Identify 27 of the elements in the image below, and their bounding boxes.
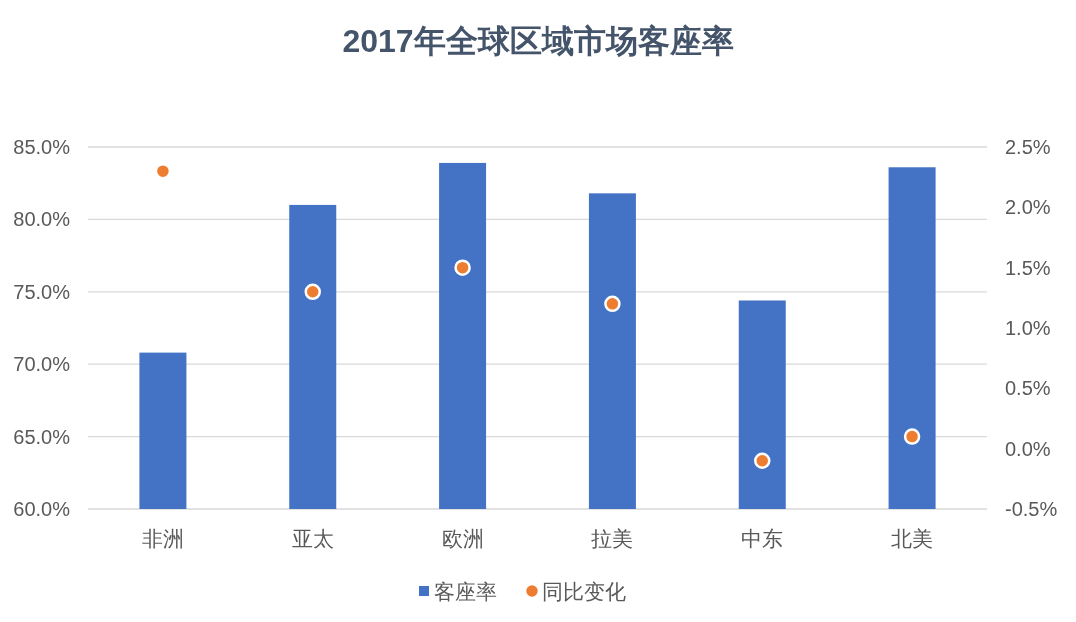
point xyxy=(304,283,321,301)
point xyxy=(903,428,921,445)
point xyxy=(454,259,471,276)
x-tick-label: 北美 xyxy=(891,527,934,550)
y-tick-label: 60.0% xyxy=(13,498,71,520)
legend-label: 客座率 xyxy=(434,580,497,603)
y-tick-label: 85.0% xyxy=(13,136,71,158)
chart-title: 2017年全球区域市场客座率 xyxy=(342,23,734,59)
x-tick-label: 中东 xyxy=(741,527,784,550)
x-tick-label: 亚太 xyxy=(291,527,334,550)
y2-tick-label: 1.5% xyxy=(1005,256,1051,279)
x-tick-label: 欧洲 xyxy=(441,527,484,550)
y2-tick-label: -0.5% xyxy=(1005,498,1058,520)
y2-tick-label: 2.0% xyxy=(1005,196,1051,219)
y2-tick-label: 0.0% xyxy=(1005,437,1051,460)
point xyxy=(754,452,771,469)
legend-label: 同比变化 xyxy=(542,580,626,603)
y-tick-label: 70.0% xyxy=(13,353,71,376)
y2-tick-label: 0.5% xyxy=(1005,377,1051,400)
x-tick-label: 拉美 xyxy=(591,527,634,550)
y-tick-label: 65.0% xyxy=(13,425,71,448)
y2-tick-label: 2.5% xyxy=(1005,136,1051,158)
x-tick-label: 非洲 xyxy=(141,527,184,550)
y-tick-label: 75.0% xyxy=(13,280,71,303)
y-tick-label: 80.0% xyxy=(13,208,71,231)
point xyxy=(604,295,621,313)
y2-tick-label: 1.0% xyxy=(1005,317,1051,339)
